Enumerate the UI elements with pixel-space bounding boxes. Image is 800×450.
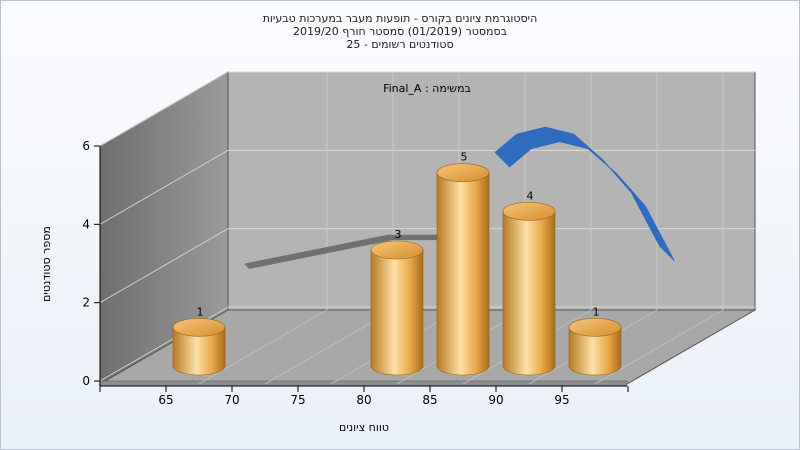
grid-line-left-wall	[99, 228, 229, 304]
ribbon-curve	[494, 126, 675, 261]
y-axis-label: מספר סטודנטים	[40, 226, 53, 302]
y-tick-label: 2	[82, 296, 90, 310]
chart-title-line-3: סטודנטים רשומים - 25	[346, 38, 454, 51]
chart-title-line-2: בסמסטר (01/2019) סמסטר חורף 2019/20	[293, 25, 507, 38]
grid-line-floor	[594, 309, 724, 385]
x-tick-label: 85	[422, 393, 437, 407]
x-axis-label: טווח ציונים	[339, 421, 389, 434]
x-tick-label: 90	[488, 393, 503, 407]
bar-body	[436, 172, 490, 376]
chart-subtitle: במשימה : Final_A	[383, 82, 471, 95]
bar-top	[436, 163, 490, 182]
y-tick-label: 6	[82, 139, 90, 153]
bar-body	[172, 327, 226, 376]
bar-85: 5	[436, 151, 490, 376]
floor-front-edge	[99, 380, 628, 387]
grid-line-left-wall	[99, 149, 229, 225]
bar-value-label: 1	[197, 305, 204, 318]
bar-value-label: 3	[395, 228, 402, 241]
x-tick-label: 80	[356, 393, 371, 407]
bar-top	[172, 318, 226, 337]
bar-body	[568, 327, 622, 376]
x-tick-label: 95	[554, 393, 569, 407]
axes: 0 2 4 6 65 70 75 80 85 90 95	[82, 139, 629, 407]
x-tick-label: 70	[224, 393, 239, 407]
bar-top	[568, 318, 622, 337]
bar-65: 1	[172, 305, 226, 376]
grid-line-floor	[198, 309, 328, 385]
bar-top	[502, 202, 556, 221]
bar-80: 3	[370, 228, 424, 376]
bar-value-label: 4	[527, 189, 534, 202]
y-tick-label: 0	[82, 374, 90, 388]
grid-line-left-wall	[99, 71, 229, 147]
y-tick-label: 4	[82, 217, 90, 231]
chart-title-line-1: היסטוגרמת ציונים בקורס - תופעות מעבר במע…	[262, 12, 538, 25]
bar-value-label: 5	[461, 151, 468, 164]
back-wall	[227, 71, 756, 311]
bar-95: 1	[568, 305, 622, 376]
grid-lines	[99, 71, 755, 385]
x-tick-label: 75	[290, 393, 305, 407]
bar-value-label: 1	[593, 305, 600, 318]
bar-top	[370, 240, 424, 260]
bar-body	[502, 211, 556, 376]
x-tick-label: 65	[158, 393, 173, 407]
bars: 1 3 5 4 1	[172, 151, 622, 376]
bar-90: 4	[502, 189, 556, 376]
bar-body	[370, 249, 424, 376]
